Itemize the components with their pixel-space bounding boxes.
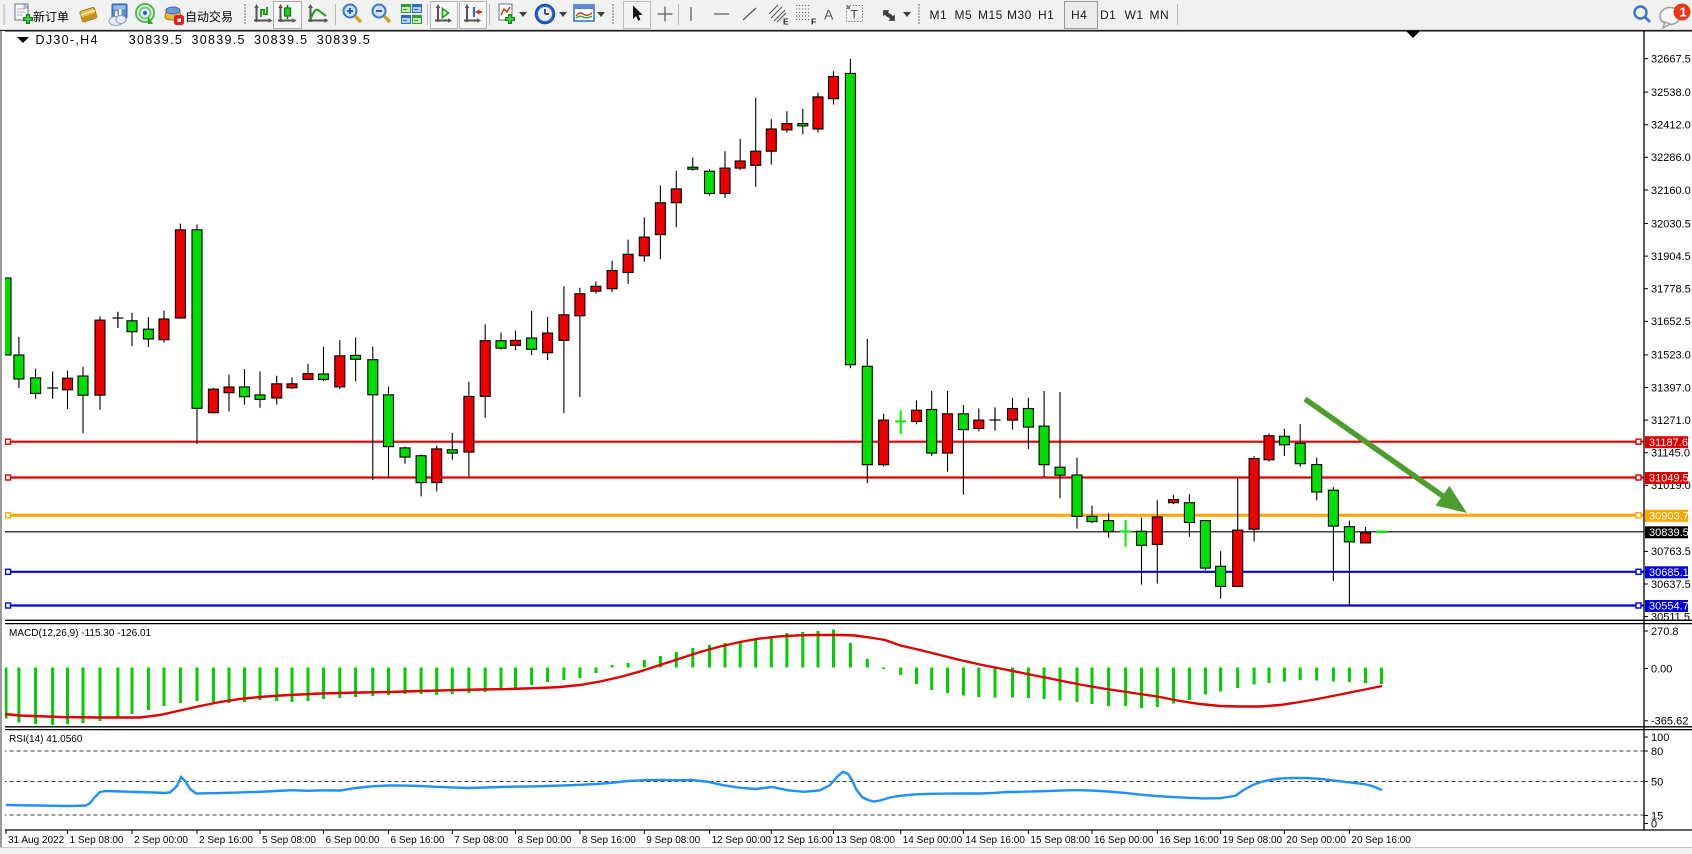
svg-text:A: A xyxy=(824,7,834,23)
svg-text:8 Sep 00:00: 8 Sep 00:00 xyxy=(518,835,572,846)
svg-text:30763.5: 30763.5 xyxy=(1651,546,1691,558)
svg-text:16 Sep 00:00: 16 Sep 00:00 xyxy=(1094,835,1154,846)
svg-text:32412.0: 32412.0 xyxy=(1651,120,1691,132)
svg-text:0.00: 0.00 xyxy=(1651,663,1672,675)
svg-text:9 Sep 08:00: 9 Sep 08:00 xyxy=(646,835,700,846)
svg-text:1 Sep 08:00: 1 Sep 08:00 xyxy=(70,835,124,846)
svg-text:32538.0: 32538.0 xyxy=(1651,87,1691,99)
svg-text:14 Sep 16:00: 14 Sep 16:00 xyxy=(965,835,1025,846)
svg-text:12 Sep 00:00: 12 Sep 00:00 xyxy=(712,835,772,846)
svg-text:14 Sep 00:00: 14 Sep 00:00 xyxy=(903,835,963,846)
svg-text:32160.0: 32160.0 xyxy=(1651,185,1691,197)
svg-text:5 Sep 08:00: 5 Sep 08:00 xyxy=(262,835,316,846)
svg-text:2 Sep 16:00: 2 Sep 16:00 xyxy=(199,835,253,846)
svg-text:30839.5: 30839.5 xyxy=(317,33,371,47)
svg-text:30839.5: 30839.5 xyxy=(1649,527,1689,539)
svg-text:270.8: 270.8 xyxy=(1651,626,1679,638)
svg-text:-365.62: -365.62 xyxy=(1651,716,1688,728)
svg-text:19 Sep 08:00: 19 Sep 08:00 xyxy=(1223,835,1283,846)
svg-text:F: F xyxy=(811,17,816,27)
svg-text:30511.5: 30511.5 xyxy=(1651,611,1690,623)
svg-text:RSI(14) 41.0560: RSI(14) 41.0560 xyxy=(9,734,83,745)
svg-text:31397.0: 31397.0 xyxy=(1651,382,1691,394)
svg-text:0: 0 xyxy=(1651,818,1657,830)
svg-text:31049.5: 31049.5 xyxy=(1649,473,1689,485)
svg-text:30685.1: 30685.1 xyxy=(1649,567,1689,579)
svg-text:E: E xyxy=(783,17,789,27)
svg-text:2 Sep 00:00: 2 Sep 00:00 xyxy=(134,835,188,846)
svg-text:30839.5: 30839.5 xyxy=(129,33,183,47)
svg-text:30839.5: 30839.5 xyxy=(192,33,246,47)
svg-text:12 Sep 16:00: 12 Sep 16:00 xyxy=(773,835,833,846)
svg-text:8 Sep 16:00: 8 Sep 16:00 xyxy=(582,835,636,846)
svg-text:30554.7: 30554.7 xyxy=(1649,601,1689,613)
svg-text:30903.7: 30903.7 xyxy=(1649,511,1689,523)
svg-text:20 Sep 00:00: 20 Sep 00:00 xyxy=(1286,835,1346,846)
svg-text:15: 15 xyxy=(1651,810,1663,822)
svg-text:6 Sep 16:00: 6 Sep 16:00 xyxy=(391,835,445,846)
svg-text:16 Sep 16:00: 16 Sep 16:00 xyxy=(1159,835,1219,846)
svg-text:31778.5: 31778.5 xyxy=(1651,284,1691,296)
svg-text:MACD(12,26,9) -115.30 -126.01: MACD(12,26,9) -115.30 -126.01 xyxy=(9,628,152,639)
svg-text:30839.5: 30839.5 xyxy=(254,33,308,47)
svg-text:20 Sep 16:00: 20 Sep 16:00 xyxy=(1351,835,1411,846)
svg-text:7 Sep 08:00: 7 Sep 08:00 xyxy=(454,835,508,846)
svg-text:31523.0: 31523.0 xyxy=(1651,350,1691,362)
svg-text:1: 1 xyxy=(1680,5,1687,20)
svg-text:T: T xyxy=(851,8,859,22)
svg-text:32030.5: 32030.5 xyxy=(1651,218,1691,230)
svg-text:31 Aug 2022: 31 Aug 2022 xyxy=(8,835,65,846)
svg-text:80: 80 xyxy=(1651,746,1663,758)
svg-text:DJ30-,H4: DJ30-,H4 xyxy=(36,33,99,47)
svg-text:31187.6: 31187.6 xyxy=(1649,437,1688,449)
svg-text:30637.5: 30637.5 xyxy=(1651,579,1691,591)
svg-text:31652.5: 31652.5 xyxy=(1651,316,1691,328)
svg-text:13 Sep 08:00: 13 Sep 08:00 xyxy=(836,835,896,846)
svg-text:15 Sep 08:00: 15 Sep 08:00 xyxy=(1030,835,1090,846)
svg-text:32667.5: 32667.5 xyxy=(1651,53,1691,65)
svg-text:6 Sep 00:00: 6 Sep 00:00 xyxy=(326,835,380,846)
svg-text:31904.5: 31904.5 xyxy=(1651,251,1691,263)
svg-text:100: 100 xyxy=(1651,732,1669,744)
svg-text:31145.0: 31145.0 xyxy=(1651,448,1690,460)
svg-text:50: 50 xyxy=(1651,776,1663,788)
svg-text:32286.0: 32286.0 xyxy=(1651,152,1691,164)
svg-text:31271.0: 31271.0 xyxy=(1651,415,1691,427)
